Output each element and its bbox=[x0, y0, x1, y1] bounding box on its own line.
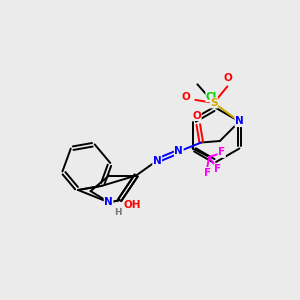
Text: F: F bbox=[204, 167, 211, 178]
Text: Cl: Cl bbox=[206, 92, 217, 102]
Text: F: F bbox=[218, 147, 225, 158]
Text: O: O bbox=[182, 92, 191, 102]
Text: N: N bbox=[104, 197, 113, 207]
Text: H: H bbox=[114, 208, 122, 217]
Text: N: N bbox=[235, 116, 244, 127]
Text: O: O bbox=[224, 73, 232, 83]
Text: S: S bbox=[210, 98, 218, 108]
Text: OH: OH bbox=[124, 200, 141, 211]
Text: N: N bbox=[153, 155, 162, 166]
Text: O: O bbox=[192, 110, 201, 121]
Text: N: N bbox=[174, 146, 183, 157]
Text: F: F bbox=[214, 164, 221, 175]
